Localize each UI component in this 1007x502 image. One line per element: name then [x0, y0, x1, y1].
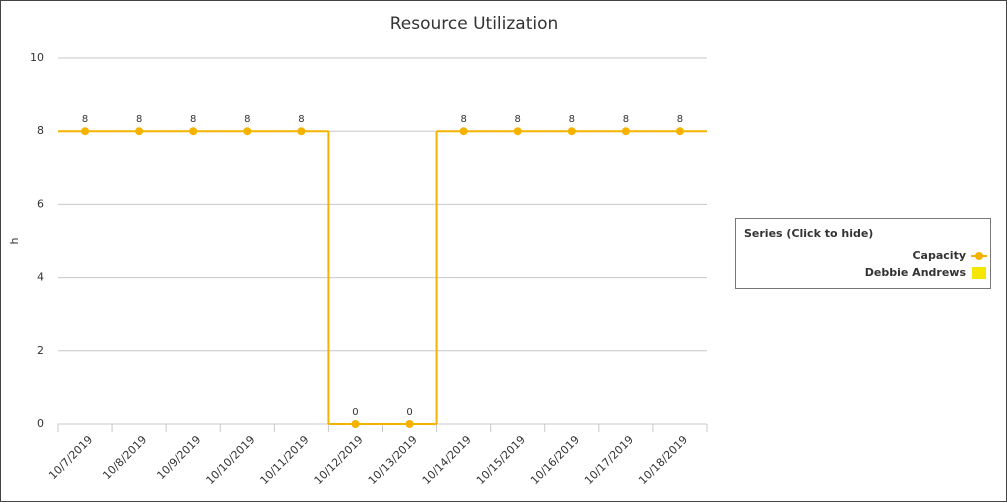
data-label: 8 [623, 114, 629, 125]
point [621, 127, 630, 136]
legend-label[interactable]: Debbie Andrews [865, 266, 967, 279]
point [81, 127, 90, 136]
legend-swatch[interactable] [972, 267, 986, 279]
data-label: 8 [190, 114, 196, 125]
point [405, 420, 414, 428]
data-label: 8 [569, 114, 575, 125]
legend-label[interactable]: Capacity [912, 249, 966, 262]
y-tick-label: 10 [30, 51, 44, 64]
y-tick-label: 4 [37, 271, 44, 284]
y-axis-label: h [8, 237, 21, 244]
data-label: 0 [406, 407, 412, 418]
point [513, 127, 522, 136]
data-label: 8 [136, 114, 142, 125]
point [135, 127, 144, 136]
point [675, 127, 684, 136]
legend-box [735, 218, 991, 289]
point [567, 127, 576, 136]
point [189, 127, 198, 136]
data-label: 0 [352, 407, 358, 418]
data-label: 8 [515, 114, 521, 125]
data-label: 8 [298, 114, 304, 125]
point [351, 420, 360, 428]
data-label: 8 [82, 114, 88, 125]
point [243, 127, 252, 136]
legend-title: Series (Click to hide) [744, 227, 873, 240]
y-tick-label: 0 [37, 417, 44, 430]
chart-title: Resource Utilization [390, 14, 559, 34]
point [459, 127, 468, 136]
legend-marker[interactable] [975, 252, 983, 260]
data-label: 8 [677, 114, 683, 125]
data-label: 8 [244, 114, 250, 125]
y-tick-label: 6 [37, 197, 44, 210]
data-label: 8 [460, 114, 466, 125]
point [297, 127, 306, 136]
y-tick-label: 2 [37, 344, 44, 357]
y-tick-label: 8 [37, 124, 44, 137]
